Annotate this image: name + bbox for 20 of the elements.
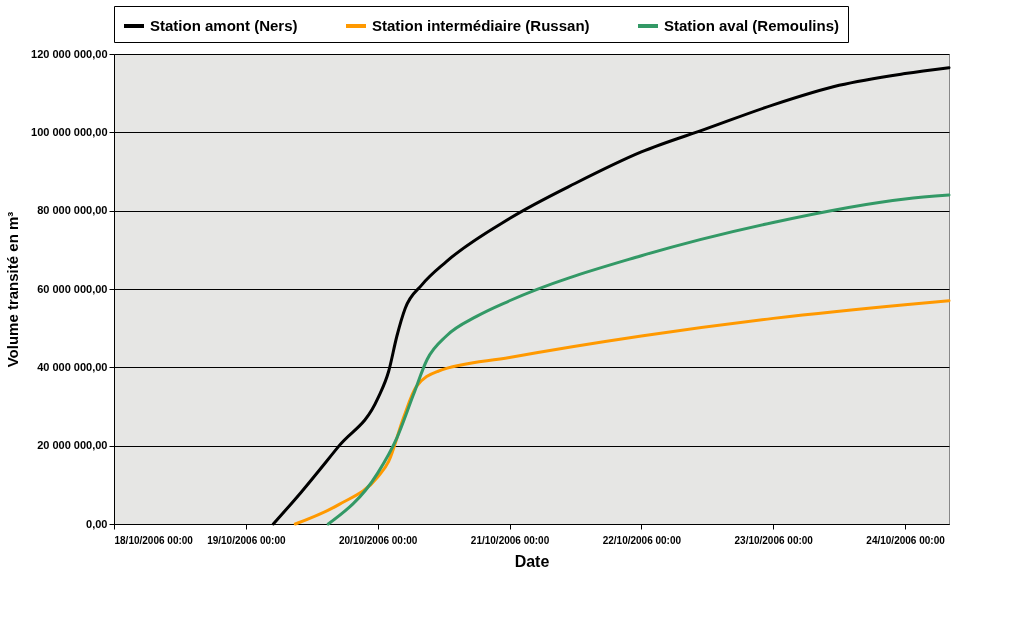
line-series: [326, 193, 951, 526]
y-tick-label: 0,00: [86, 517, 108, 530]
x-tick-label: 18/10/2006 00:00: [114, 534, 194, 546]
legend-label: Station aval (Remoulins): [664, 17, 840, 34]
y-tick-label: 20 000 000,00: [37, 439, 108, 452]
x-axis-title: Date: [514, 552, 550, 570]
x-tick-label: 20/10/2006 00:00: [338, 534, 418, 546]
y-tick-label: 40 000 000,00: [37, 360, 108, 373]
x-tick-label: 24/10/2006 00:00: [866, 534, 946, 546]
x-tick-label: 22/10/2006 00:00: [602, 534, 682, 546]
y-tick-label: 120 000 000,00: [31, 47, 108, 60]
x-tick-label: 21/10/2006 00:00: [470, 534, 550, 546]
y-tick-label: 100 000 000,00: [31, 125, 108, 138]
y-tick-label: 60 000 000,00: [37, 282, 108, 295]
legend-label: Station amont (Ners): [150, 17, 298, 34]
legend-label: Station intermédiaire (Russan): [372, 17, 590, 34]
y-tick-label: 80 000 000,00: [37, 204, 108, 217]
x-tick-label: 23/10/2006 00:00: [734, 534, 814, 546]
y-axis-title: Volume transité en m³: [4, 211, 22, 368]
x-tick-label: 19/10/2006 00:00: [207, 534, 286, 546]
